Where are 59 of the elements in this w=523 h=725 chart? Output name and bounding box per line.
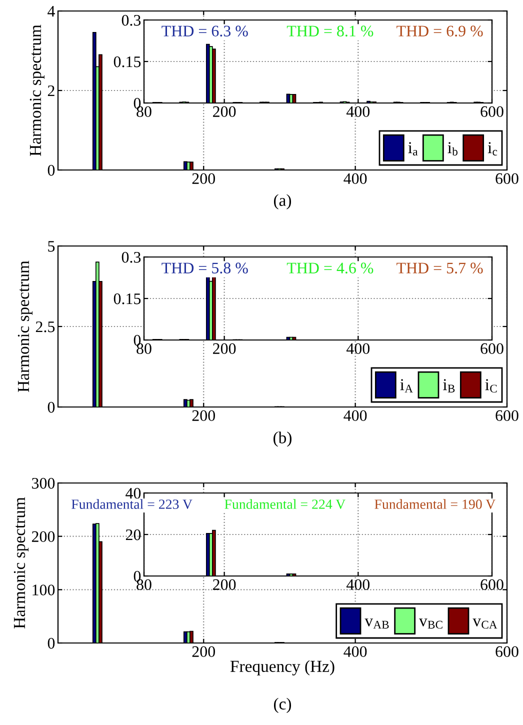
x-tick-label: 600 — [496, 410, 518, 422]
x-tick-label: 400 — [344, 410, 367, 422]
y-tick-label: 0.15 — [114, 293, 141, 304]
x-tick-label: 600 — [496, 646, 518, 658]
x-tick-label: 400 — [346, 106, 370, 118]
legend-label: i$_{C}$ — [485, 379, 497, 393]
y-tick-label: 2 — [48, 85, 54, 96]
annotation: THD = 6.3 % — [162, 26, 248, 37]
y-tick-label: 200 — [32, 531, 55, 542]
annotation: Fundamental = 190 V — [374, 499, 496, 509]
annotation: Fundamental = 224 V — [224, 499, 346, 509]
x-tick-label: 400 — [344, 646, 367, 658]
x-tick-label: 600 — [480, 106, 504, 118]
x-tick-label: 200 — [192, 173, 215, 184]
x-tick-label: 200 — [213, 579, 236, 590]
y-axis-title: Harmonic spectrum — [14, 497, 28, 628]
y-tick-label: 0.3 — [122, 14, 141, 26]
annotation: THD = 6.9 % — [396, 26, 483, 37]
y-tick-label: 0.15 — [114, 56, 141, 68]
annotation: THD = 5.8 % — [162, 262, 248, 274]
y-tick-label: 0 — [48, 638, 55, 649]
y-tick-label: 300 — [32, 478, 55, 489]
x-tick-label: 200 — [213, 343, 236, 354]
legend-label: v$_{CA}$ — [472, 618, 498, 629]
y-tick-label: 5 — [48, 241, 55, 252]
x-tick-label: 200 — [213, 106, 236, 118]
annotation: Fundamental = 223 V — [72, 499, 192, 509]
y-tick-label: 100 — [32, 584, 55, 596]
x-tick-label: 200 — [192, 410, 215, 422]
y-axis-title: Harmonic spectrum — [30, 24, 44, 156]
y-tick-label: 20 — [126, 529, 141, 540]
annotation: THD = 5.7 % — [396, 262, 483, 274]
legend-label: i$_{b}$ — [448, 142, 458, 156]
x-tick-label: 600 — [480, 579, 504, 590]
legend-label: v$_{BC}$ — [419, 618, 442, 629]
x-tick-label: 200 — [192, 646, 215, 658]
y-tick-label: 2.5 — [36, 321, 55, 332]
y-tick-label: 4 — [48, 6, 55, 17]
x-tick-label: 600 — [480, 343, 504, 354]
legend-label: v$_{AB}$ — [364, 618, 389, 629]
y-tick-label: 40 — [126, 488, 141, 499]
annotation: THD = 4.6 % — [286, 262, 374, 274]
x-tick-label: 400 — [346, 579, 370, 590]
x-tick-label: 400 — [346, 343, 370, 354]
y-axis-title: Harmonic spectrum — [18, 260, 32, 392]
legend-label: i$_{A}$ — [400, 379, 413, 392]
text: (a) — [274, 194, 292, 210]
x-tick-label: 400 — [344, 173, 367, 184]
x-tick-label: 600 — [496, 173, 518, 184]
y-tick-label: 0 — [48, 402, 55, 413]
legend-label: i$_{c}$ — [488, 142, 498, 156]
annotation: THD = 8.1 % — [286, 26, 374, 37]
legend-label: i$_{a}$ — [408, 142, 418, 156]
text: (c) — [274, 698, 292, 713]
text: (b) — [274, 432, 292, 447]
y-tick-label: 0.3 — [122, 252, 141, 263]
y-tick-label: 0 — [48, 164, 55, 176]
x-axis-title: Frequency (Hz) — [230, 660, 334, 676]
legend-label: i$_{B}$ — [443, 379, 455, 392]
